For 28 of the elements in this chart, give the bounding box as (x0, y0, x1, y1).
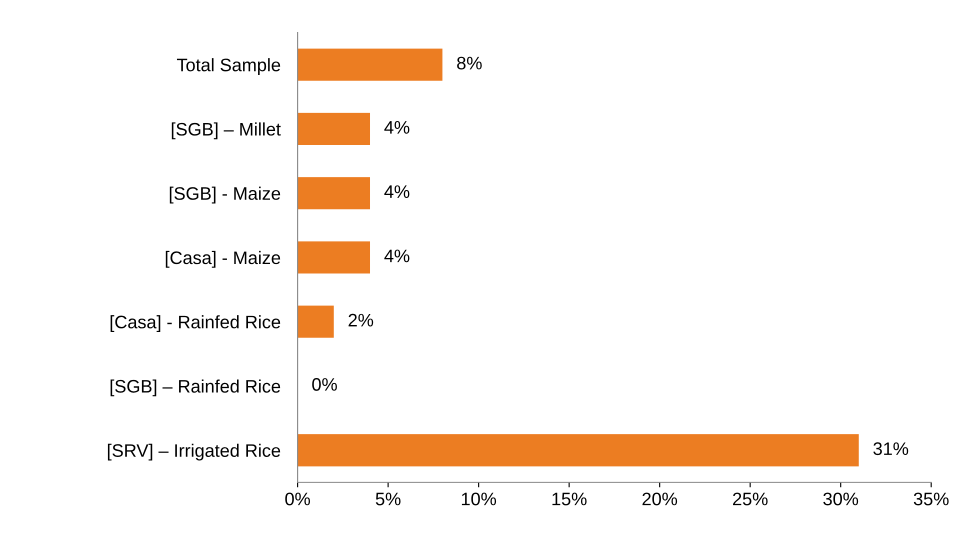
y-tick-label: [SGB] - Maize (170, 186, 280, 204)
x-tick-label: 25% (733, 492, 768, 506)
y-tick-label: [SGB] – Millet (172, 122, 281, 140)
data-label: 4% (384, 250, 410, 262)
y-tick-label: Total Sample (176, 58, 280, 75)
y-tick-label: [SRV] – Irrigated Rice (108, 444, 280, 461)
x-tick-label: 20% (642, 492, 678, 506)
bar (298, 48, 442, 81)
y-tick-label: [SGB] – Rainfed Rice (110, 379, 280, 396)
data-label: 0% (312, 378, 337, 391)
data-label: 2% (348, 314, 374, 326)
x-tick-label: 0% (285, 492, 310, 506)
y-tick-label: [Casa] - Rainfed Rice (110, 315, 280, 332)
bar (298, 306, 334, 338)
x-tick-label: 30% (823, 492, 858, 506)
x-tick-label: 35% (914, 492, 949, 506)
data-label: 31% (873, 442, 908, 456)
data-label: 4% (384, 121, 410, 134)
bar (298, 434, 859, 466)
y-tick-label: [Casa] - Maize (166, 250, 280, 268)
bar (298, 241, 370, 274)
x-tick-label: 5% (376, 492, 401, 506)
x-tick-label: 10% (462, 492, 496, 506)
bar (298, 177, 370, 210)
bar (298, 112, 370, 145)
x-tick-label: 15% (552, 492, 587, 506)
data-label: 4% (384, 185, 410, 198)
data-label: 8% (457, 56, 482, 70)
